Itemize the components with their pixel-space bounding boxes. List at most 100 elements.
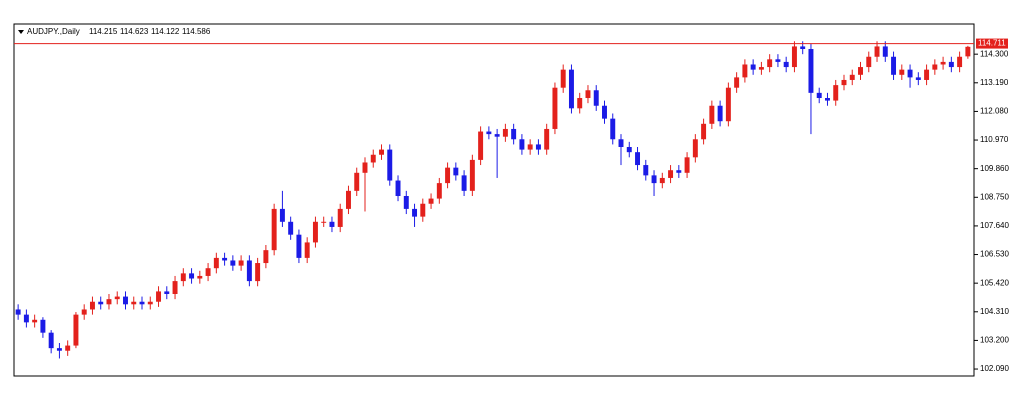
candle-body	[932, 64, 938, 70]
candle-body	[800, 46, 806, 50]
candle-body	[891, 56, 897, 75]
candle-body	[379, 149, 384, 155]
candle-body	[296, 234, 302, 258]
y-tick-label: 110.970	[980, 135, 1009, 144]
candle-body	[213, 257, 219, 269]
candle-body	[354, 172, 360, 191]
candle-body	[602, 105, 607, 119]
candle-body	[156, 291, 162, 302]
candle-body	[626, 147, 632, 153]
candle-body	[610, 118, 616, 140]
y-tick-label: 107.640	[980, 221, 1009, 230]
candle-body	[312, 221, 318, 243]
candle-body	[89, 301, 95, 310]
candle-body	[924, 69, 930, 80]
candle-body	[238, 260, 244, 266]
candle-body	[114, 296, 120, 300]
candle-body	[139, 301, 145, 305]
candle-body	[56, 348, 62, 351]
candle-body	[131, 301, 137, 305]
candle-body	[866, 56, 872, 68]
candle-body	[816, 92, 822, 99]
candle-body	[651, 175, 657, 184]
candle-body	[709, 105, 715, 124]
candle-body	[899, 69, 905, 75]
candle-body	[321, 221, 327, 223]
candle-body	[544, 128, 550, 150]
candle-body	[833, 85, 839, 101]
candle-body	[15, 309, 21, 315]
candle-body	[255, 263, 261, 282]
candle-body	[461, 175, 467, 191]
candle-body	[288, 221, 294, 235]
candle-body	[304, 242, 310, 258]
candle-body	[436, 183, 442, 199]
candle-body	[502, 128, 508, 137]
candle-body	[180, 273, 186, 282]
candle-body	[445, 167, 451, 184]
candle-body	[635, 152, 641, 166]
candle-body	[403, 196, 409, 209]
candle-body	[593, 90, 599, 106]
candle-body	[147, 301, 153, 305]
candle-body	[560, 69, 566, 88]
header-open: 114.215	[89, 27, 118, 36]
y-tick-label: 109.860	[980, 164, 1009, 173]
candle-body	[23, 314, 29, 323]
candle-body	[758, 67, 764, 70]
candle-body	[618, 139, 624, 148]
candle-body	[882, 46, 888, 57]
candle-body	[65, 345, 71, 351]
candle-body	[742, 64, 748, 78]
candle-body	[717, 105, 723, 122]
y-tick-label: 106.530	[980, 250, 1009, 259]
candle-body	[965, 46, 971, 57]
candle-body	[279, 208, 285, 222]
candle-body	[40, 319, 46, 333]
y-tick-label: 114.300	[980, 49, 1009, 58]
candle-body	[725, 87, 731, 122]
plot-frame	[13, 23, 975, 377]
y-tick-label: 105.420	[980, 278, 1009, 287]
menu-arrow	[18, 30, 24, 34]
candle-body	[337, 208, 343, 227]
candle-body	[81, 309, 87, 315]
candle-body	[370, 154, 376, 163]
y-tick-label: 102.090	[980, 364, 1009, 373]
candle-body	[73, 314, 79, 346]
candle-body	[659, 177, 665, 184]
candle-body	[106, 299, 112, 305]
candle-body	[329, 221, 335, 227]
y-tick-label: 113.190	[980, 78, 1009, 87]
candle-body	[527, 144, 533, 150]
candle-body	[197, 275, 203, 279]
candle-body	[750, 64, 756, 70]
candle-body	[412, 208, 418, 217]
candle-body	[676, 170, 682, 173]
candle-body	[205, 268, 211, 276]
candle-body	[511, 128, 517, 140]
candle-body	[172, 281, 178, 294]
candle-body	[701, 123, 707, 140]
candle-body	[808, 49, 814, 93]
header-high: 114.623	[120, 27, 149, 36]
candle-body	[428, 198, 434, 204]
candle-body	[874, 46, 880, 57]
candle-body	[98, 301, 104, 305]
candle-body	[387, 149, 393, 181]
candle-body	[395, 180, 401, 197]
chart-title: AUDJPY.,Daily	[27, 27, 80, 36]
candle-body	[32, 319, 38, 323]
candle-body	[345, 190, 351, 209]
candle-body	[585, 90, 591, 99]
candle-body	[734, 77, 740, 88]
candle-body	[164, 291, 170, 294]
candle-body	[841, 79, 847, 86]
y-tick-label: 103.200	[980, 336, 1009, 345]
y-tick-label: 108.750	[980, 192, 1009, 201]
candle-body	[362, 162, 368, 173]
candle-body	[824, 98, 830, 101]
candle-body	[263, 250, 269, 264]
